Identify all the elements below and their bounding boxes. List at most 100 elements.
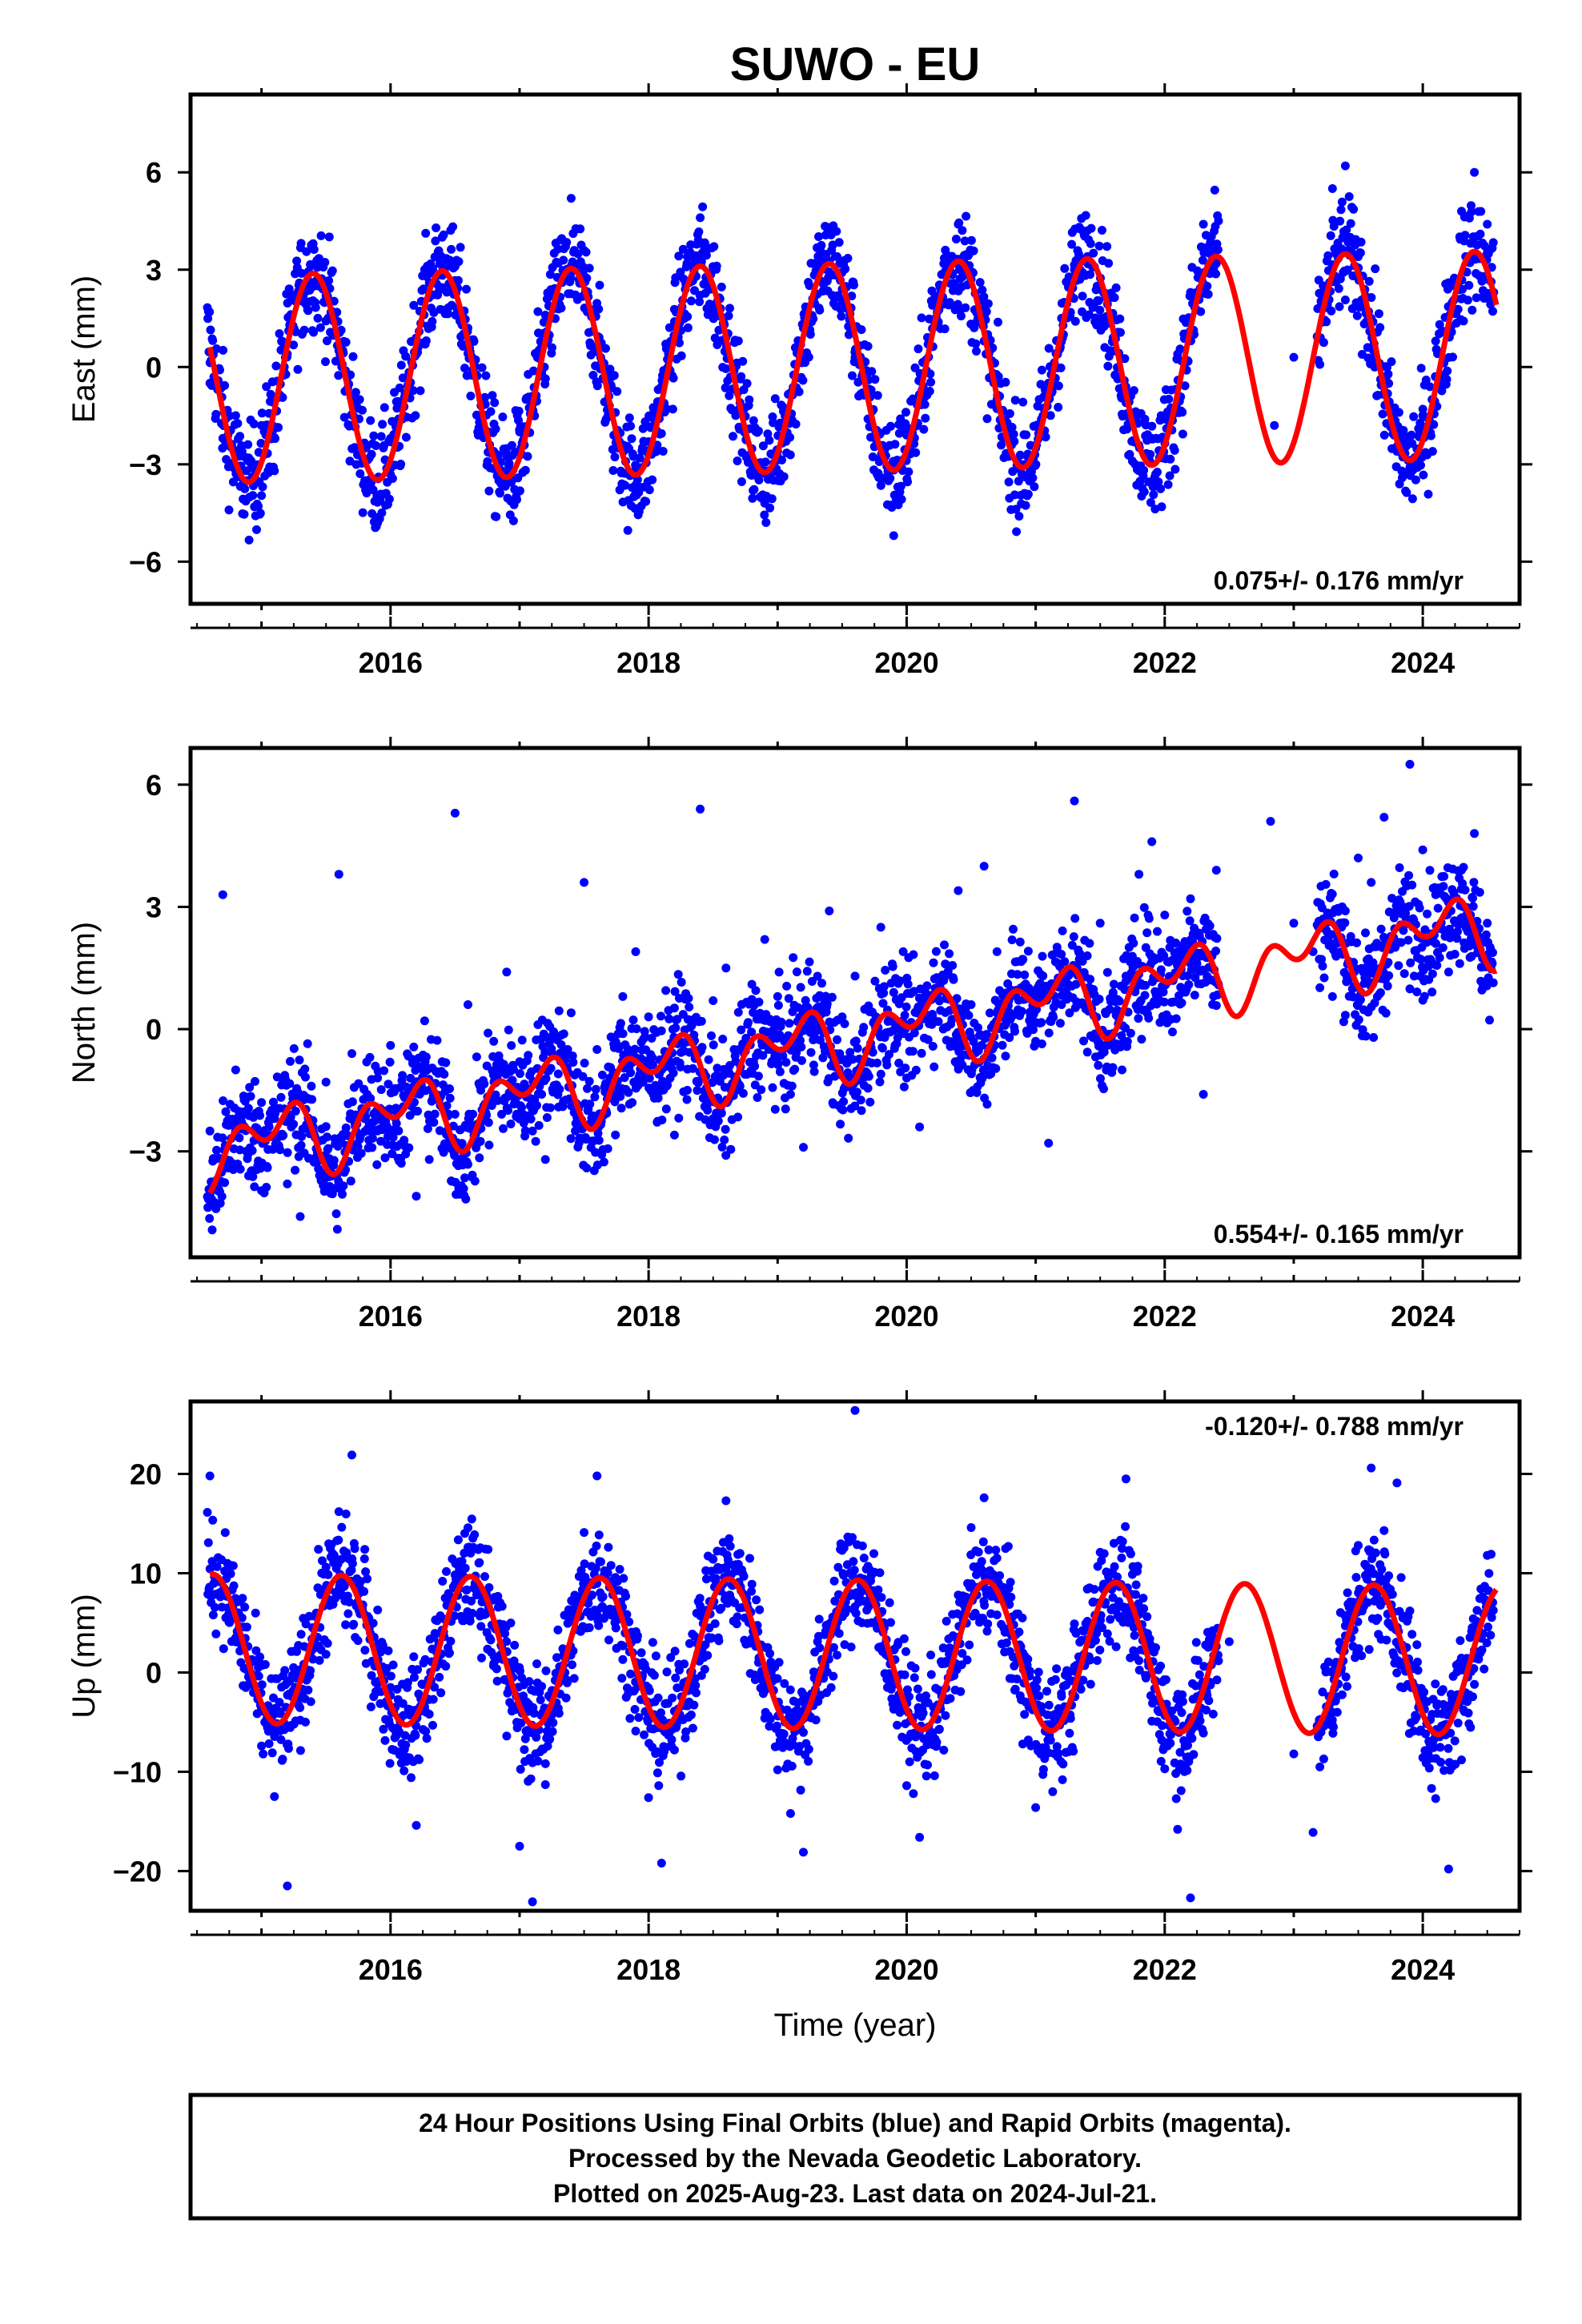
- observation-point: [902, 1781, 911, 1791]
- observation-point: [850, 1405, 860, 1415]
- observation-point: [1392, 1478, 1402, 1488]
- observation-point: [979, 862, 989, 871]
- observation-point: [1392, 898, 1402, 907]
- observation-point: [450, 808, 460, 818]
- observation-point: [1431, 890, 1440, 899]
- y-axis-label-north: North (mm): [66, 922, 102, 1084]
- observation-point: [734, 1045, 744, 1054]
- observation-point: [1173, 349, 1182, 359]
- observation-point: [528, 1897, 537, 1907]
- observation-point: [386, 1683, 396, 1692]
- panel-up: 2016 2018 2020 2022 2024 −20 −10 0 10 20 Up (mm) Ti…: [66, 1390, 1532, 2043]
- x-tick-label: 2018: [616, 646, 681, 679]
- observation-point: [424, 1155, 434, 1164]
- observation-point: [515, 1057, 524, 1067]
- plot-frame-up: [188, 1399, 1522, 1913]
- observation-point: [760, 498, 769, 508]
- observation-point: [580, 878, 589, 887]
- observation-points-north: [205, 759, 1492, 1221]
- observation-point: [1431, 336, 1440, 346]
- observation-point: [954, 219, 963, 229]
- plot-frame-east: [188, 92, 1522, 606]
- observation-point: [656, 1859, 666, 1868]
- observation-point: [1199, 1728, 1208, 1738]
- y-tick-label: 6: [146, 156, 162, 189]
- observation-point: [205, 1471, 215, 1481]
- observation-point: [1270, 420, 1279, 430]
- observation-point: [979, 1493, 989, 1502]
- observation-point: [941, 1657, 950, 1667]
- observation-point: [334, 1507, 343, 1517]
- observation-point: [1443, 967, 1453, 977]
- observation-point: [553, 259, 563, 268]
- observation-point: [566, 194, 576, 203]
- observation-point: [1483, 219, 1492, 229]
- observation-point: [270, 466, 279, 476]
- observation-point: [889, 1704, 898, 1714]
- observation-point: [954, 1590, 963, 1600]
- y-tick-label: 0: [146, 351, 162, 384]
- observation-point: [1379, 1526, 1389, 1535]
- observation-point: [1108, 1603, 1118, 1613]
- observation-point: [915, 1122, 925, 1132]
- observation-point: [270, 1791, 279, 1801]
- observation-point: [966, 1000, 976, 1009]
- observation-point: [1431, 1794, 1440, 1803]
- observation-point: [1483, 1550, 1492, 1560]
- observation-point: [1186, 1893, 1195, 1903]
- observation-point: [709, 996, 718, 1005]
- observation-point: [489, 1036, 499, 1046]
- plot-frame-north: [188, 746, 1522, 1260]
- observation-point: [1367, 1463, 1376, 1473]
- observation-point: [747, 979, 757, 989]
- observation-point: [1289, 352, 1299, 362]
- observation-point: [1405, 466, 1415, 476]
- x-tick-label: 2016: [359, 646, 423, 679]
- observation-point: [1134, 1656, 1144, 1666]
- observation-point: [231, 1065, 240, 1075]
- observation-point: [1327, 184, 1337, 193]
- observation-point: [437, 232, 447, 242]
- observation-point: [850, 971, 860, 981]
- observation-point: [696, 1601, 705, 1610]
- x-tick-label: 2022: [1133, 1300, 1197, 1333]
- observation-point: [1470, 1679, 1480, 1689]
- observation-point: [386, 433, 396, 443]
- observation-point: [528, 1126, 537, 1136]
- observation-cloud-north: [203, 862, 1498, 1235]
- x-tick-label: 2018: [616, 1953, 681, 1986]
- observation-point: [321, 1077, 331, 1087]
- y-tick-label: 10: [130, 1557, 162, 1590]
- observation-point: [283, 1179, 292, 1188]
- footer-line-1: 24 Hour Positions Using Final Orbits (bl…: [419, 2109, 1291, 2137]
- observation-points-up: [205, 1405, 1492, 1907]
- observation-point: [1340, 907, 1350, 915]
- observation-point: [1082, 1584, 1092, 1594]
- footer-frame: [188, 2093, 1522, 2221]
- observation-point: [889, 987, 898, 997]
- figure-title: SUWO - EU: [730, 38, 981, 90]
- x-axis-label: Time (year): [774, 2008, 937, 2043]
- footer-line-2: Processed by the Nevada Geodetic Laborat…: [568, 2144, 1142, 2173]
- observation-point: [553, 1069, 563, 1079]
- observation-point: [799, 1143, 808, 1152]
- observation-point: [825, 907, 834, 915]
- observation-point: [876, 923, 885, 932]
- y-tick-label: 3: [146, 891, 162, 923]
- observation-point: [1173, 1824, 1182, 1834]
- observation-point: [631, 489, 640, 498]
- observation-point: [257, 1741, 267, 1751]
- observation-point: [1044, 1748, 1054, 1758]
- observation-point: [1134, 870, 1144, 879]
- observation-point: [424, 1710, 434, 1719]
- observation-point: [489, 1659, 499, 1668]
- observation-point: [992, 1610, 1002, 1619]
- observation-point: [386, 1040, 396, 1050]
- x-tick-label: 2018: [616, 1300, 681, 1333]
- observation-point: [696, 213, 705, 223]
- observation-point: [1186, 287, 1195, 297]
- y-tick-label: 6: [146, 769, 162, 802]
- observation-point: [683, 252, 692, 261]
- observation-point: [540, 311, 550, 320]
